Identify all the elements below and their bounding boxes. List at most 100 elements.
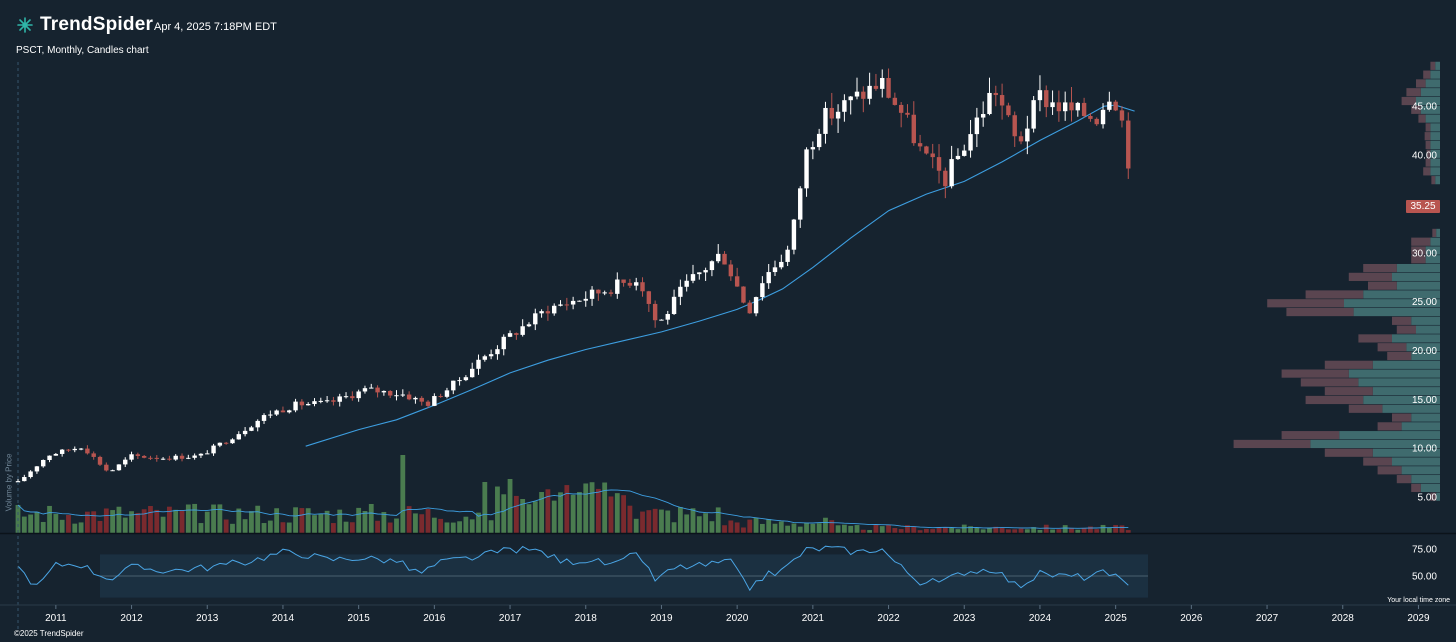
- candle-body: [659, 319, 664, 321]
- vbp-row-down: [1423, 167, 1431, 176]
- vbp-row-down: [1432, 228, 1437, 238]
- vbp-row-up: [1420, 88, 1440, 97]
- brand-logo[interactable]: TrendSpider: [14, 14, 153, 36]
- volume-bar: [450, 522, 456, 533]
- volume-bar: [141, 509, 147, 533]
- volume-bar: [999, 527, 1005, 533]
- x-tick-label: 2023: [953, 613, 976, 624]
- vbp-row-up: [1411, 413, 1440, 422]
- y-tick-label: 20.00: [1412, 346, 1437, 357]
- candle-body: [791, 219, 797, 250]
- volume-bar: [438, 518, 444, 533]
- volume-bar: [558, 492, 563, 533]
- volume-bar: [91, 511, 97, 533]
- candle-body: [514, 333, 519, 335]
- vbp-row-up: [1339, 431, 1440, 440]
- vbp-row-up: [1430, 70, 1440, 79]
- candle-body: [1018, 136, 1024, 142]
- volume-bar: [1056, 529, 1062, 533]
- volume-bar: [778, 521, 784, 533]
- volume-bar: [841, 524, 847, 533]
- candle-body: [911, 114, 916, 144]
- candle-body: [53, 453, 59, 456]
- volume-bar: [148, 506, 153, 533]
- candle-body: [198, 453, 204, 456]
- candle-body: [930, 153, 935, 158]
- volume-bar: [331, 523, 336, 533]
- volume-bar: [129, 511, 134, 533]
- volume-bar: [1024, 529, 1030, 533]
- volume-bar: [368, 503, 374, 533]
- candle-body: [848, 96, 853, 101]
- volume-bar: [753, 517, 759, 533]
- volume-bar: [860, 529, 866, 533]
- vbp-row-up: [1372, 360, 1440, 369]
- vbp-row-down: [1377, 422, 1402, 431]
- candle-body: [810, 147, 816, 150]
- candle-body: [425, 401, 431, 406]
- vbp-row-up: [1372, 387, 1440, 396]
- candle-body: [255, 420, 260, 428]
- y-tick-label: 45.00: [1412, 102, 1437, 113]
- vbp-row-down: [1411, 237, 1431, 246]
- volume-bar: [507, 479, 513, 533]
- candle-body: [1075, 102, 1080, 111]
- candle-body: [72, 448, 77, 451]
- volume-bar: [936, 527, 942, 533]
- volume-bar: [589, 482, 595, 533]
- volume-bar: [1050, 529, 1055, 533]
- volume-bar: [337, 509, 343, 533]
- candle-body: [41, 459, 46, 467]
- candle-body: [1037, 90, 1043, 101]
- timezone-label[interactable]: Your local time zone: [1387, 597, 1450, 604]
- volume-bar: [1088, 526, 1093, 533]
- vbp-row-down: [1392, 413, 1412, 422]
- volume-bar: [835, 525, 841, 533]
- rsi-line: [17, 545, 1129, 592]
- candle-body: [299, 401, 305, 406]
- candle-body: [192, 455, 197, 458]
- candle-body: [1113, 101, 1118, 111]
- candle-body: [886, 77, 891, 98]
- volume-bar: [444, 522, 450, 533]
- volume-bar: [924, 528, 929, 533]
- vbp-row-down: [1267, 299, 1344, 308]
- vbp-row-up: [1425, 114, 1440, 123]
- x-tick-label: 2026: [1180, 613, 1203, 624]
- volume-bar: [185, 504, 191, 533]
- volume-bar: [381, 512, 387, 533]
- vbp-row-up: [1425, 79, 1440, 88]
- vbp-row-down: [1377, 343, 1407, 352]
- candle-body: [148, 457, 153, 459]
- volume-bar: [457, 521, 462, 533]
- candle-body: [280, 410, 286, 413]
- volume-bar: [854, 525, 860, 533]
- vbp-row-up: [1430, 140, 1440, 150]
- x-tick-label: 2022: [877, 613, 900, 624]
- candle-body: [905, 112, 910, 115]
- vbp-row-up: [1425, 246, 1440, 255]
- candle-body: [406, 394, 412, 400]
- candle-body: [652, 303, 658, 321]
- candle-body: [634, 282, 639, 286]
- candle-body: [369, 387, 374, 389]
- volume-bar: [217, 504, 223, 533]
- volume-bar: [1081, 527, 1087, 533]
- vbp-row-down: [1305, 290, 1364, 299]
- candle-body: [261, 415, 267, 421]
- rsi-tick-label: 75.00: [1412, 545, 1437, 556]
- vbp-row-down: [1411, 246, 1426, 255]
- candle-body: [564, 304, 570, 306]
- volume-bar: [621, 495, 626, 533]
- volume-bar: [671, 522, 677, 533]
- candle-body: [394, 395, 399, 397]
- candle-body: [1100, 109, 1106, 125]
- vbp-row-up: [1406, 343, 1440, 352]
- volume-bar: [911, 526, 917, 533]
- candle-body: [343, 396, 349, 398]
- volume-bar: [804, 522, 809, 533]
- candle-body: [722, 253, 727, 265]
- volume-bar: [349, 522, 355, 533]
- volume-bar: [1100, 524, 1106, 533]
